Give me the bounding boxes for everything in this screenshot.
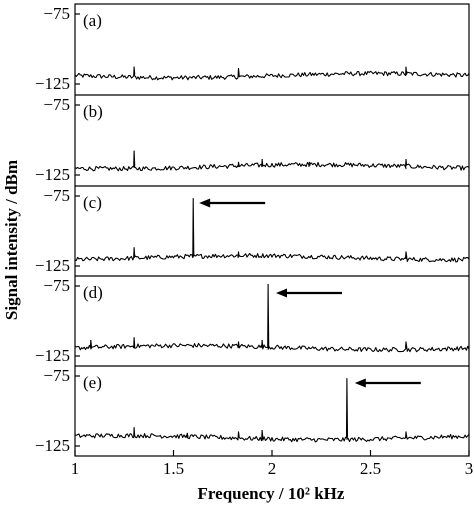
peak-point (90, 340, 92, 342)
peak-point (133, 150, 135, 152)
spectrum-trace (74, 198, 470, 263)
peak-point (346, 378, 348, 380)
peak-point (133, 66, 135, 68)
y-tick-label: −75 (43, 276, 70, 295)
y-tick-label: −75 (43, 366, 70, 385)
y-tick-label: −125 (35, 74, 70, 93)
x-axis: 1 1.5 2 2.5 3 (71, 450, 474, 478)
y-tick-label: −125 (35, 436, 70, 455)
peak-point (192, 198, 194, 200)
panel-label: (c) (83, 193, 102, 212)
panel-label: (e) (83, 373, 102, 392)
spectrum-trace (74, 66, 470, 81)
x-tick-label: 2 (268, 459, 277, 478)
peak-point (261, 430, 263, 432)
peak-point (405, 431, 407, 433)
x-tick-label: 3 (465, 459, 474, 478)
peak-point (237, 341, 240, 343)
x-tick-label: 1.5 (163, 459, 184, 478)
peak-point (186, 432, 188, 434)
arrow-head-icon (354, 378, 366, 388)
peak-point (237, 431, 240, 433)
peak-point (261, 159, 263, 161)
peak-point (237, 68, 240, 70)
panel-c: −75 −125 (c) (35, 185, 470, 275)
y-tick-label: −75 (43, 4, 70, 23)
panel-d: −75 −125 (d) (35, 275, 470, 365)
peak-point (405, 251, 407, 253)
y-tick-label: −75 (43, 186, 70, 205)
x-tick-label: 1 (71, 459, 80, 478)
y-tick-label: −75 (43, 95, 70, 114)
panel-a: −75 −125 (a) (35, 4, 470, 93)
spectrum-trace (74, 284, 470, 353)
peak-point (405, 66, 407, 68)
peak-point (237, 161, 240, 163)
peak-point (261, 340, 263, 342)
peak-point (267, 284, 269, 286)
y-tick-label: −125 (35, 346, 70, 365)
arrow-head-icon (199, 198, 211, 208)
panel-b: −75 −125 (b) (35, 94, 470, 184)
peak-point (405, 159, 407, 161)
spectrum-trace (74, 150, 470, 172)
panel-label: (d) (83, 283, 103, 302)
y-axis-title: Signal intensity / dBm (2, 160, 21, 320)
x-tick-label: 2.5 (360, 459, 381, 478)
panel-label: (a) (83, 11, 102, 30)
panel-label: (b) (83, 102, 103, 121)
arrow-head-icon (276, 288, 287, 298)
panels-layer: −75−125(a)−75−125(b)−75−125(c)−75−125(d)… (35, 3, 470, 457)
peak-point (133, 247, 135, 249)
x-axis-title: Frequency / 10² kHz (198, 484, 345, 503)
y-tick-label: −125 (35, 256, 70, 275)
peak-point (308, 161, 311, 163)
peak-point (405, 341, 407, 343)
panel-e: −75 −125 (e) (35, 365, 470, 455)
y-tick-label: −125 (35, 165, 70, 184)
spectrum-trace (74, 378, 470, 443)
peak-point (133, 427, 135, 429)
peak-point (237, 251, 240, 253)
peak-point (133, 337, 135, 339)
